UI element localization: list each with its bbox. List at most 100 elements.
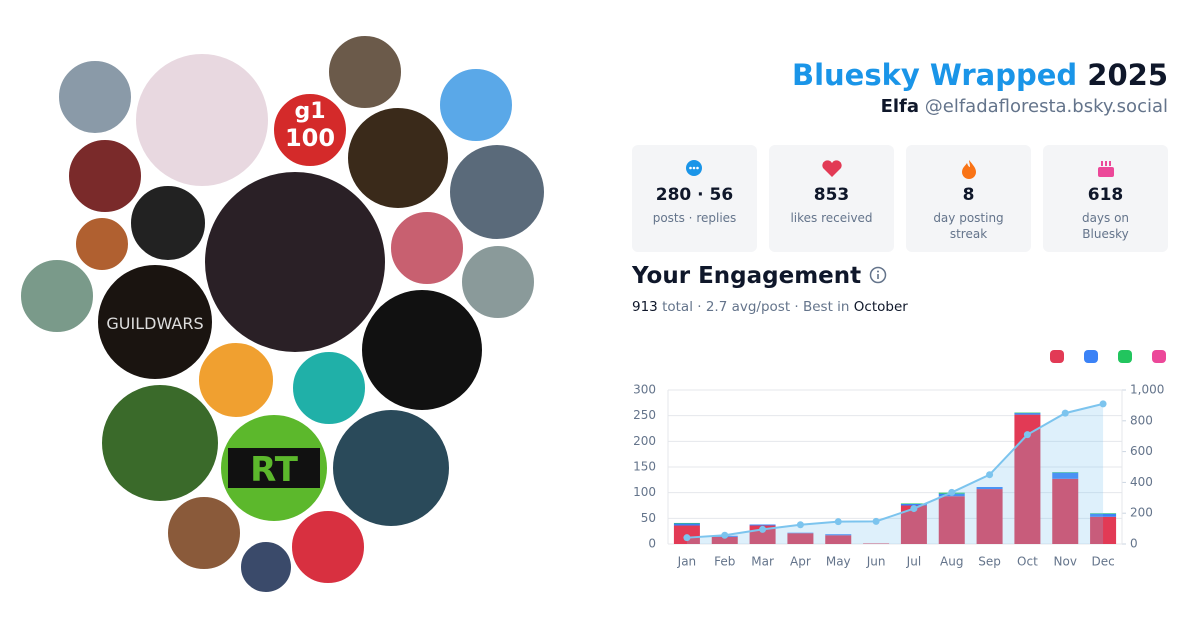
x-tick-label: May [826,555,851,569]
y-tick-label: 0 [648,537,656,551]
total: 913 [632,299,658,315]
y-tick-label: 300 [633,383,656,397]
y2-tick-label: 0 [1130,537,1138,551]
bar-segment [900,503,927,506]
bar-segment [1052,478,1079,544]
x-tick-label: Mar [751,555,774,569]
bar-segment [938,496,965,544]
title-brand: Bluesky Wrapped [791,58,1078,92]
avatar-text: g1 [294,99,325,124]
stat-label: days on Bluesky [1081,211,1130,241]
line-point [1023,431,1031,439]
stat-label: posts · replies [652,211,737,225]
bar-segment [1052,472,1079,479]
line-point [683,534,691,542]
line-point [872,517,880,525]
y-tick-label: 250 [633,408,656,422]
y2-tick-label: 400 [1130,475,1153,489]
icon [1098,161,1114,177]
x-tick-label: Apr [790,555,811,569]
legend-icon[interactable] [1118,350,1132,363]
stat-card: 280 · 56 posts · replies [632,145,757,252]
bar-segment [976,487,1003,490]
line-point [796,521,804,529]
avatar-cloud: g1 100 GUILDWARS RT [19,34,546,594]
line-point [986,471,994,479]
x-tick-label: Aug [940,555,963,569]
bar-segment [1090,513,1117,517]
y2-tick-label: 800 [1130,413,1153,427]
bar-segment [863,543,890,544]
bar-segment [673,522,700,524]
line-area [686,403,1104,544]
icon [962,160,976,179]
bar-segment [825,535,852,544]
user-handle: @elfadafloresta.bsky.social [924,96,1168,117]
title: Bluesky Wrapped 2025 [792,58,1168,92]
stat-value: 8 [962,185,975,205]
title-year: 2025 [1087,58,1168,92]
bar-segment [1014,412,1041,414]
stat-card: 618 days on Bluesky [1043,145,1168,252]
user-name: Elfa [880,96,920,117]
y-tick-label: 50 [641,511,656,525]
info-icon[interactable] [869,266,887,284]
y2-tick-label: 600 [1130,444,1153,458]
stat-value: 853 [813,185,850,205]
subtitle: Elfa @elfadafloresta.bsky.social [881,96,1168,117]
stat-card: 853 likes received [769,145,894,252]
line-point [721,531,729,539]
stat-card: 8 day posting streak [906,145,1031,252]
bar-segment [1014,413,1041,415]
stat-value: 618 [1087,185,1124,205]
engagement-summary: 913 total · 2.7 avg/post · Best in Octob… [632,299,908,315]
avatars [19,34,546,594]
line-point [759,525,767,533]
x-tick-label: Sep [978,555,1001,569]
avatar-text: 100 [285,124,335,152]
bar-segment [673,523,700,526]
y-tick-label: 200 [633,434,656,448]
line [686,402,1104,539]
x-tick-label: Jul [906,555,921,569]
stat-value: 280 · 56 [655,185,734,205]
best-month: October [853,299,908,315]
y2-tick-label: 200 [1130,506,1153,520]
x-tick-label: Jun [866,555,886,569]
avatar-text: RT [250,450,299,490]
legend-icon[interactable] [1050,350,1064,363]
summary-text: total · 2.7 avg/post · Best in [662,299,850,315]
bar-segment [900,503,927,504]
line-point [910,505,918,513]
legend-icon[interactable] [1152,350,1166,363]
y2-tick-label: 1,000 [1130,383,1164,397]
legend-icon[interactable] [1084,350,1098,363]
heading-text: Your Engagement [632,263,862,289]
bar-segment [976,489,1003,544]
y-tick-label: 100 [633,485,656,499]
section-heading: Your Engagement [632,263,887,289]
bar-segment [1052,472,1079,473]
line-point [834,518,842,526]
x-tick-label: Oct [1017,555,1038,569]
stat-label: day posting streak [933,211,1004,241]
bar-segment [1090,516,1117,544]
y-tick-label: 150 [633,460,656,474]
bar-segment [1090,513,1117,514]
line-point [1061,409,1069,417]
bar-segment [749,524,776,526]
line-point [1099,400,1107,408]
engagement-chart: 0 50 100 150 200 250 300 0 200 400 600 800 1,000 Jan F… [633,350,1166,569]
x-tick-label: Nov [1054,555,1077,569]
stat-label: likes received [790,211,873,225]
x-tick-label: Feb [714,555,735,569]
x-tick-label: Jan [677,555,697,569]
bar-segment [711,536,738,544]
rt-box [228,448,320,488]
bar-segment [787,533,814,544]
line-point [948,488,956,496]
avatar-text: GUILDWARS [106,314,203,333]
icon [686,160,702,176]
icon [822,160,842,177]
